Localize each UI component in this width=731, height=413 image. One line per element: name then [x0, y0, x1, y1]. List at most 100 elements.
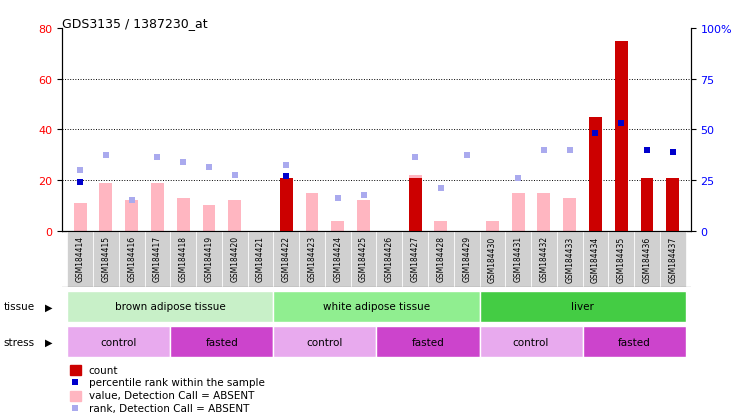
Bar [402, 231, 428, 287]
Point [281, 162, 292, 169]
Bar [93, 231, 119, 287]
Bar [273, 326, 376, 357]
Text: brown adipose tissue: brown adipose tissue [115, 301, 226, 312]
Bar [119, 231, 145, 287]
Bar [145, 231, 170, 287]
Text: control: control [513, 337, 549, 347]
Bar [306, 193, 319, 231]
Bar [170, 326, 273, 357]
Bar [634, 231, 660, 287]
Bar [486, 221, 499, 231]
Bar [67, 326, 170, 357]
Text: fasted: fasted [412, 337, 444, 347]
Text: GSM184421: GSM184421 [256, 236, 265, 282]
Bar [667, 178, 679, 231]
Point [616, 121, 627, 127]
Bar [660, 231, 686, 287]
Point [75, 179, 86, 186]
Text: fasted: fasted [618, 337, 651, 347]
Bar [505, 231, 531, 287]
Text: GSM184435: GSM184435 [617, 236, 626, 282]
Text: GSM184418: GSM184418 [178, 236, 188, 282]
Point [229, 172, 240, 179]
Point [512, 175, 524, 181]
Point [641, 147, 653, 154]
Bar [228, 201, 241, 231]
Text: GSM184431: GSM184431 [514, 236, 523, 282]
Bar [196, 231, 222, 287]
Point [590, 131, 602, 138]
Point [564, 147, 575, 154]
Bar [428, 231, 454, 287]
Point [126, 198, 137, 204]
Point [75, 167, 86, 174]
Bar [531, 231, 557, 287]
Bar [99, 183, 113, 231]
Bar [409, 178, 422, 231]
Text: control: control [307, 337, 343, 347]
Bar [177, 198, 189, 231]
Bar [325, 231, 351, 287]
Text: GSM184417: GSM184417 [153, 236, 162, 282]
Text: control: control [101, 337, 137, 347]
Point [178, 160, 189, 166]
Text: GSM184437: GSM184437 [668, 236, 677, 282]
Bar [480, 231, 505, 287]
Bar [331, 221, 344, 231]
Text: GSM184424: GSM184424 [333, 236, 342, 282]
Bar [583, 326, 686, 357]
Bar [248, 231, 273, 287]
Text: GSM184429: GSM184429 [462, 236, 471, 282]
Text: fasted: fasted [205, 337, 238, 347]
Point [538, 147, 550, 154]
Text: GSM184426: GSM184426 [385, 236, 394, 282]
Text: GSM184415: GSM184415 [102, 236, 110, 282]
Bar [615, 42, 628, 231]
Point [100, 152, 112, 159]
Bar [125, 201, 138, 231]
Bar [69, 365, 81, 375]
Point [69, 405, 81, 411]
Text: white adipose tissue: white adipose tissue [323, 301, 430, 312]
Text: ▶: ▶ [45, 301, 53, 312]
Bar [74, 204, 86, 231]
Text: count: count [88, 365, 118, 375]
Point [357, 192, 369, 199]
Text: GSM184425: GSM184425 [359, 236, 368, 282]
Point [203, 165, 215, 171]
Point [151, 154, 163, 161]
Point [435, 185, 447, 192]
Text: value, Detection Call = ABSENT: value, Detection Call = ABSENT [88, 390, 254, 400]
Bar [202, 206, 216, 231]
Text: rank, Detection Call = ABSENT: rank, Detection Call = ABSENT [88, 403, 249, 413]
Text: liver: liver [571, 301, 594, 312]
Bar [67, 231, 93, 287]
Bar [273, 291, 480, 322]
Bar [67, 291, 273, 322]
Bar [557, 231, 583, 287]
Text: tissue: tissue [4, 301, 35, 312]
Text: GSM184420: GSM184420 [230, 236, 239, 282]
Bar [273, 231, 299, 287]
Text: percentile rank within the sample: percentile rank within the sample [88, 377, 265, 387]
Text: GSM184416: GSM184416 [127, 236, 136, 282]
Text: GSM184423: GSM184423 [308, 236, 317, 282]
Bar [512, 193, 525, 231]
Bar [537, 193, 550, 231]
Point [281, 173, 292, 180]
Bar [608, 231, 634, 287]
Text: GSM184422: GSM184422 [281, 236, 291, 282]
Bar [69, 391, 81, 401]
Text: GSM184433: GSM184433 [565, 236, 575, 282]
Text: GSM184436: GSM184436 [643, 236, 651, 282]
Bar [170, 231, 196, 287]
Point [461, 152, 472, 159]
Point [409, 154, 421, 161]
Text: GSM184419: GSM184419 [205, 236, 213, 282]
Text: GSM184414: GSM184414 [76, 236, 85, 282]
Text: ▶: ▶ [45, 337, 53, 347]
Bar [376, 326, 480, 357]
Text: GSM184428: GSM184428 [436, 236, 445, 282]
Bar [454, 231, 480, 287]
Bar [222, 231, 248, 287]
